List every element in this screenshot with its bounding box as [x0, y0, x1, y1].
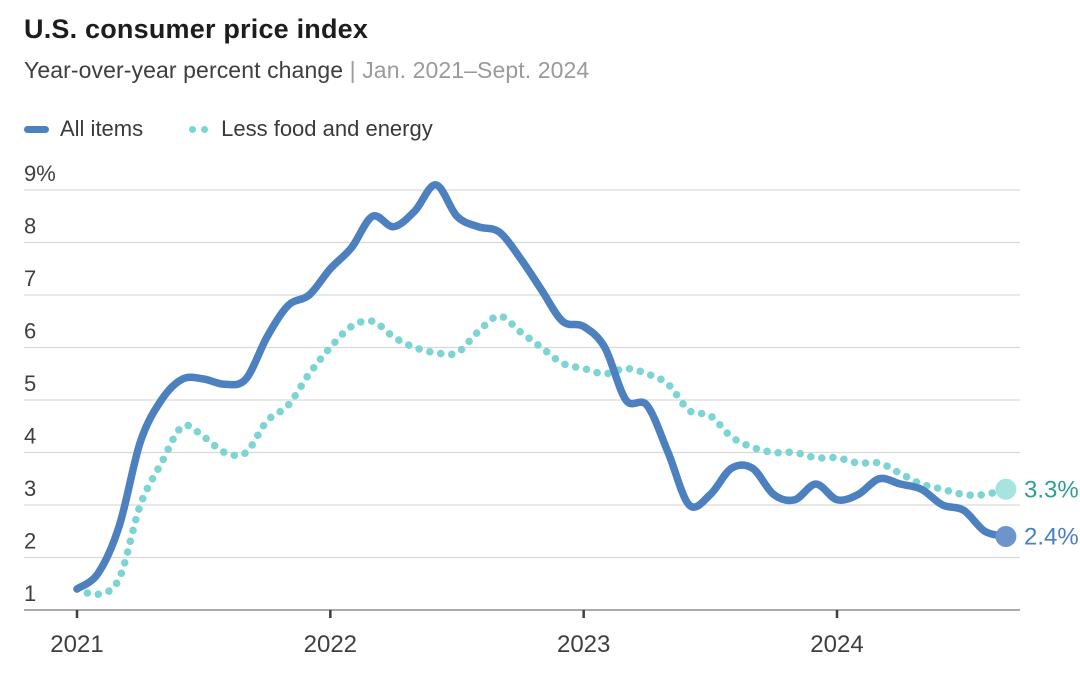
- x-tick-label: 2021: [50, 631, 103, 658]
- y-tick-label: 5: [24, 371, 36, 396]
- x-tick-label: 2024: [810, 631, 863, 658]
- series-line-less-food-energy: [73, 312, 1010, 599]
- y-tick-label: 8: [24, 214, 36, 239]
- legend-label-less-food-energy: Less food and energy: [221, 116, 433, 141]
- chart-subtitle: Year-over-year percent change | Jan. 202…: [24, 57, 589, 84]
- end-dot-less-food-energy: [995, 478, 1017, 500]
- y-tick-label: 1: [24, 581, 36, 606]
- chart-header: U.S. consumer price index Year-over-year…: [24, 14, 589, 84]
- all-items-line-swatch-icon: [24, 125, 49, 133]
- y-tick-label: 4: [24, 424, 36, 449]
- legend-item-less-food-energy: Less food and energy: [189, 116, 433, 142]
- y-tick-label: 7: [24, 266, 36, 291]
- end-value-label-less-food-energy: 3.3%: [1024, 476, 1079, 503]
- legend-label-all-items: All items: [60, 116, 144, 141]
- x-tick-label: 2022: [304, 631, 357, 658]
- chart-legend: All items Less food and energy: [24, 116, 433, 142]
- chart-title: U.S. consumer price index: [24, 14, 369, 44]
- end-value-label-all-items: 2.4%: [1024, 524, 1079, 551]
- x-tick-label: 2023: [557, 631, 610, 658]
- legend-item-all-items: All items: [24, 116, 143, 142]
- end-dot-all-items: [995, 526, 1017, 547]
- y-tick-label: 6: [24, 319, 36, 344]
- y-tick-label: 3: [24, 476, 36, 501]
- y-tick-label: 9%: [24, 161, 56, 186]
- less-food-energy-dots-swatch-icon: [189, 125, 209, 133]
- chart-subtitle-main: Year-over-year percent change: [24, 57, 344, 83]
- chart-subtitle-range: | Jan. 2021–Sept. 2024: [349, 57, 590, 83]
- y-tick-label: 2: [24, 529, 36, 554]
- series-line-all-items: [73, 181, 1010, 593]
